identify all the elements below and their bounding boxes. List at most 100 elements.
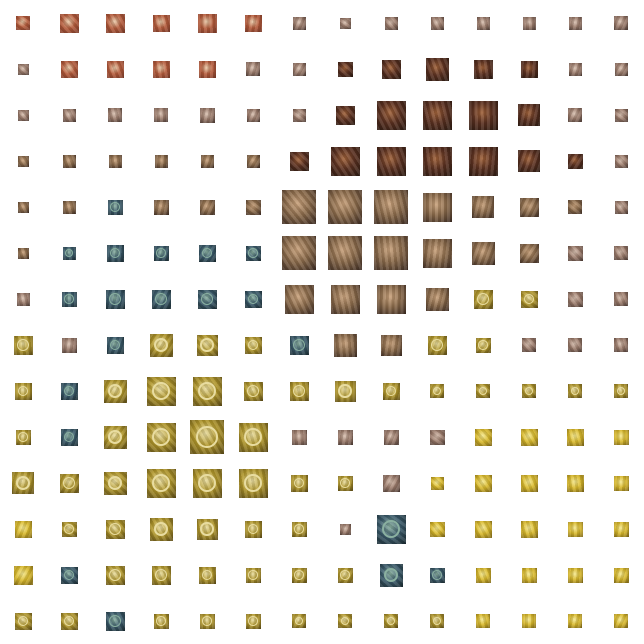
thumbnail-texture <box>374 190 408 224</box>
thumbnail-image <box>293 63 306 76</box>
thumbnail-texture <box>383 475 400 492</box>
thumbnail-image <box>521 61 538 78</box>
thumbnail-image <box>430 614 444 628</box>
thumbnail-image <box>520 244 539 263</box>
thumbnail-image <box>239 469 268 498</box>
thumbnail-texture <box>614 16 628 30</box>
thumbnail-texture <box>475 521 492 538</box>
thumbnail-texture <box>522 568 537 583</box>
thumbnail-image <box>383 475 400 492</box>
thumbnail-image <box>285 285 314 314</box>
thumbnail-texture <box>568 292 583 307</box>
thumbnail-ring <box>248 248 258 258</box>
thumbnail-image <box>614 522 629 537</box>
thumbnail-image <box>246 200 261 215</box>
thumbnail-texture <box>518 104 540 126</box>
thumbnail-image <box>247 109 260 122</box>
thumbnail-texture <box>423 147 452 176</box>
thumbnail-image <box>338 430 353 445</box>
thumbnail-texture <box>338 430 353 445</box>
thumbnail-texture <box>340 18 351 29</box>
thumbnail-texture <box>615 109 628 122</box>
thumbnail-texture <box>475 429 492 446</box>
thumbnail-ring <box>432 570 442 580</box>
thumbnail-image <box>147 423 176 452</box>
thumbnail-texture <box>430 430 445 445</box>
thumbnail-image <box>107 61 124 78</box>
thumbnail-image <box>477 17 490 30</box>
thumbnail-ring <box>478 340 488 350</box>
thumbnail-image <box>426 288 449 311</box>
thumbnail-texture <box>18 156 29 167</box>
thumbnail-image <box>385 17 398 30</box>
thumbnail-texture <box>385 17 398 30</box>
thumbnail-image <box>200 108 215 123</box>
thumbnail-texture <box>523 17 536 30</box>
thumbnail-texture <box>423 101 452 130</box>
thumbnail-image <box>62 338 77 353</box>
thumbnail-texture <box>63 109 76 122</box>
thumbnail-image <box>60 14 79 33</box>
thumbnail-image <box>18 248 29 259</box>
thumbnail-image <box>423 239 452 268</box>
thumbnail-image <box>472 242 495 265</box>
thumbnail-image <box>14 566 33 585</box>
thumbnail-texture <box>245 15 262 32</box>
thumbnail-image <box>568 568 583 583</box>
thumbnail-texture <box>568 108 582 122</box>
thumbnail-texture <box>247 155 260 168</box>
thumbnail-image <box>377 101 406 130</box>
thumbnail-image <box>614 614 628 628</box>
thumbnail-image <box>430 430 445 445</box>
thumbnail-image <box>198 14 217 33</box>
thumbnail-image <box>247 155 260 168</box>
thumbnail-image <box>245 291 262 308</box>
thumbnail-image <box>106 612 125 631</box>
thumbnail-image <box>472 196 494 218</box>
thumbnail-image <box>568 384 582 398</box>
thumbnail-image <box>476 614 490 628</box>
thumbnail-image <box>290 382 309 401</box>
thumbnail-ring <box>110 202 120 212</box>
thumbnail-texture <box>107 61 124 78</box>
thumbnail-image <box>291 475 308 492</box>
thumbnail-texture <box>569 63 582 76</box>
thumbnail-image <box>614 384 628 398</box>
thumbnail-texture <box>62 338 77 353</box>
thumbnail-texture <box>153 61 170 78</box>
thumbnail-image <box>520 198 539 217</box>
thumbnail-texture <box>290 152 309 171</box>
thumbnail-image <box>374 190 408 224</box>
thumbnail-image <box>16 16 30 30</box>
thumbnail-texture <box>328 190 362 224</box>
thumbnail-image <box>193 377 222 406</box>
thumbnail-texture <box>520 198 539 217</box>
thumbnail-image <box>567 429 584 446</box>
thumbnail-image <box>615 109 628 122</box>
thumbnail-texture <box>614 476 629 491</box>
thumbnail-texture <box>374 236 408 270</box>
thumbnail-texture <box>14 566 33 585</box>
thumbnail-image <box>61 61 78 78</box>
thumbnail-image <box>568 522 583 537</box>
thumbnail-image <box>154 108 168 122</box>
thumbnail-ring <box>294 570 304 580</box>
thumbnail-texture <box>475 475 492 492</box>
thumbnail-image <box>153 61 170 78</box>
thumbnail-image <box>154 200 169 215</box>
thumbnail-texture <box>18 64 29 75</box>
thumbnail-image <box>107 337 124 354</box>
thumbnail-texture <box>568 568 583 583</box>
thumbnail-texture <box>423 193 452 222</box>
thumbnail-ring <box>340 478 350 488</box>
thumbnail-image <box>293 109 306 122</box>
thumbnail-image <box>246 246 261 261</box>
thumbnail-image <box>374 236 408 270</box>
thumbnail-image <box>426 58 449 81</box>
thumbnail-texture <box>338 62 353 77</box>
thumbnail-image <box>12 472 34 494</box>
thumbnail-image <box>246 614 261 629</box>
thumbnail-texture <box>423 239 452 268</box>
thumbnail-texture <box>18 248 29 259</box>
thumbnail-texture <box>472 196 494 218</box>
